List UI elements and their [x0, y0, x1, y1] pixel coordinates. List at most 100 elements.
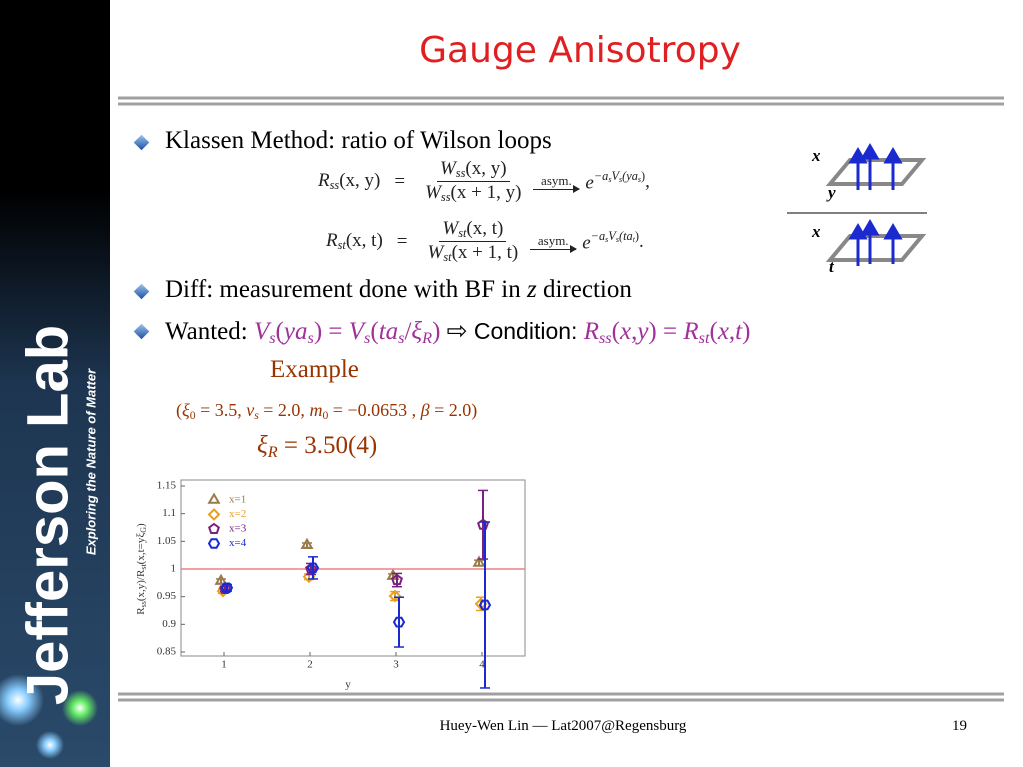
text-part: st: [458, 226, 467, 241]
text-part: −a: [590, 228, 606, 243]
text-part: ss: [329, 178, 340, 193]
text-part: W: [439, 158, 456, 179]
label-part: G: [139, 527, 148, 533]
bullet-text: Klassen Method: ratio of Wilson loops: [165, 127, 552, 154]
marker: [207, 538, 221, 549]
text-part: (x, y): [339, 170, 381, 192]
text-part: direction: [536, 276, 632, 303]
tagline: Exploring the Nature of Matter: [83, 368, 98, 555]
text-part: st: [337, 238, 346, 253]
text-part: (: [275, 318, 284, 345]
text-part: R: [422, 329, 433, 348]
lhs: Rst(x, t): [326, 230, 383, 253]
legend-label: x=1: [229, 494, 246, 506]
diagram-label: t: [829, 257, 835, 276]
label: Wanted:: [165, 318, 248, 345]
text-part: = −0.0653 ,: [328, 400, 421, 420]
title: Gauge Anisotropy: [419, 30, 741, 71]
text-part: V: [253, 318, 270, 345]
denominator: Wst(x + 1, t): [428, 242, 519, 265]
marker: [388, 589, 402, 603]
text-part: s: [269, 329, 276, 348]
label-part: (x,y)/R: [135, 569, 147, 601]
y-tick-label: 1.05: [157, 535, 177, 547]
y-axis-label: Rss(x,y)/Rst(x,t=yξG): [135, 523, 148, 615]
example-result: ξR = 3.50(4): [257, 432, 377, 462]
text-part: s: [398, 329, 405, 348]
marker: [300, 537, 314, 549]
text-part: s: [605, 234, 609, 244]
text-part: ya: [283, 318, 308, 345]
text-part: s: [364, 329, 371, 348]
y-tick-label: 1.1: [162, 507, 176, 519]
marker: [207, 508, 221, 521]
text-part: (x + 1, y): [450, 182, 522, 204]
text-part: s: [637, 174, 642, 184]
x-tick-label: 3: [393, 659, 399, 671]
lhs: Rss(x, y): [318, 170, 380, 193]
text-part: ): [634, 228, 640, 243]
example-params: (ξ0 = 3.5, vs = 2.0, m0 = −0.0653 , β = …: [176, 400, 477, 422]
text-part: /: [404, 318, 412, 345]
logo: Jefferson Lab: [15, 325, 80, 705]
equation: Rss(x, y) = Wss(x, y) Wss(x + 1, y) asym. e−a…: [318, 158, 650, 205]
marker: [306, 562, 320, 574]
label-part: R: [135, 607, 147, 615]
legend-label: x=2: [229, 508, 246, 520]
text-part: R: [326, 230, 338, 252]
arrow-line: [530, 245, 578, 254]
text-part: (: [611, 318, 620, 345]
text-part: ξ: [182, 400, 190, 420]
marker: [472, 555, 486, 567]
op: =: [663, 318, 678, 345]
text-part: (ya: [622, 168, 638, 183]
text-part: R: [318, 170, 330, 192]
text-part: = 2.0,: [258, 400, 310, 420]
text-part: R: [583, 318, 599, 345]
x-tick-label: 4: [479, 659, 485, 671]
marker: [392, 616, 406, 628]
text-part: t: [735, 318, 743, 345]
label-part: ss: [139, 601, 148, 607]
sidebar-glow: [36, 731, 64, 759]
text-part: x: [717, 318, 729, 345]
text-part: z: [527, 276, 537, 303]
wilson-loop-diagram: x y x t: [787, 143, 927, 276]
text-part: −a: [593, 168, 609, 183]
text-part: ss: [455, 166, 466, 181]
marker: [391, 573, 403, 586]
x-tick-label: 1: [221, 659, 227, 671]
text-part: (: [370, 318, 379, 345]
text-part: (x, y): [465, 158, 507, 179]
plot-area: [180, 479, 526, 657]
text-part: W: [425, 182, 441, 204]
label: Condition:: [473, 318, 578, 344]
exponential: e−asVs(yas): [585, 169, 645, 195]
label-part: st: [139, 564, 148, 570]
text-part: = 2.0): [429, 400, 478, 420]
op: =: [328, 318, 343, 345]
text-part: ): [432, 318, 441, 345]
arrow-label: asym.: [541, 173, 572, 189]
text-part: 0: [189, 408, 196, 422]
exponent: −asVs(tat): [590, 228, 640, 244]
x-axis-label: y: [345, 679, 351, 691]
text-part: ): [313, 318, 323, 345]
marker: [207, 492, 221, 504]
page-number: 19: [952, 718, 967, 734]
text-part: ss: [440, 190, 451, 205]
text-part: ,: [728, 318, 736, 345]
marker: [478, 599, 492, 611]
y-tick-label: 0.85: [157, 646, 177, 658]
text-part: ): [641, 168, 646, 183]
denominator: Wss(x + 1, y): [425, 182, 521, 205]
bullet-text: Diff: measurement done with BF in z dire…: [165, 276, 632, 304]
footer-text: Huey-Wen Lin — Lat2007@Regensburg: [439, 718, 687, 734]
text-part: (x, t): [466, 218, 504, 239]
text-part: R: [683, 318, 699, 345]
formula: Rss(x,y) = Rst(x,t): [583, 318, 751, 347]
text-part: s: [307, 329, 314, 348]
text-part: ξ: [257, 432, 268, 459]
text-part: x: [619, 318, 632, 345]
equation: Rst(x, t) = Wst(x, t) Wst(x + 1, t) asym. e−a…: [326, 218, 644, 265]
